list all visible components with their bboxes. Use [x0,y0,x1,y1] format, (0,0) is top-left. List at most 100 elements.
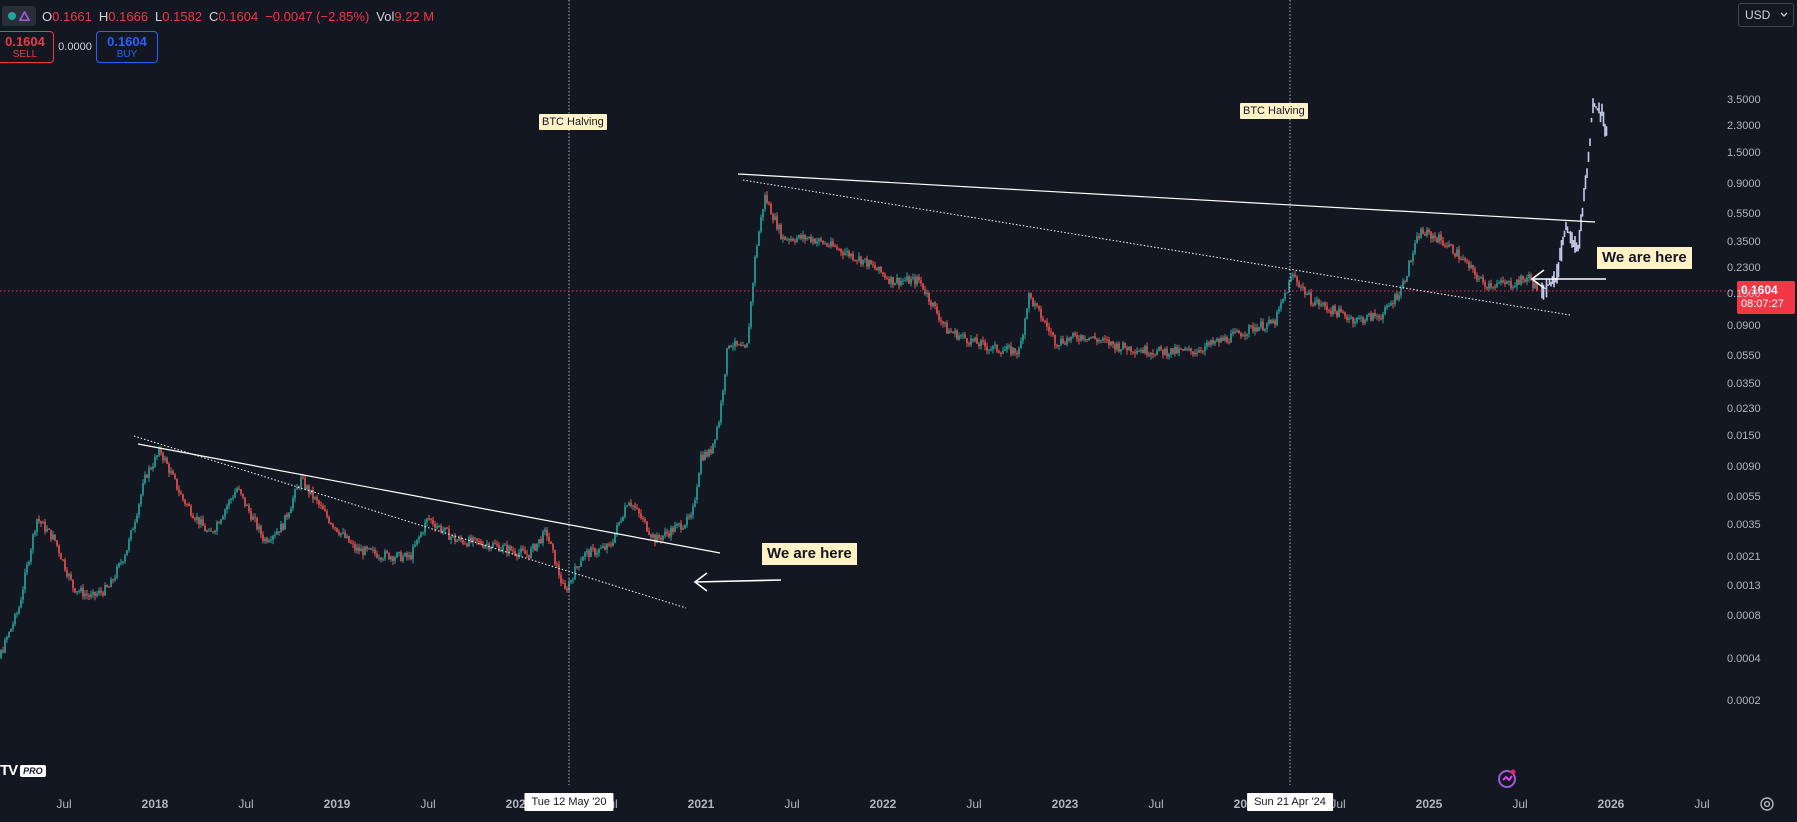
projection-candle [1598,102,1600,114]
tv-logo-text: TV [0,762,18,779]
projection-candle [1551,275,1554,285]
trendline-upper-2018 [137,443,721,554]
candle-down [1038,305,1040,309]
candle-up [20,599,22,608]
candle-down [1000,352,1002,354]
candle-up [80,587,82,592]
candle-up [992,345,994,350]
candle-down [432,519,434,525]
candle-up [422,532,424,534]
tv-brand-icon[interactable] [1492,765,1520,793]
price-tick-label: 0.0002 [1727,695,1761,708]
settings-gear-icon[interactable] [1758,795,1776,813]
candle-down [540,539,542,544]
candle-down [338,531,340,535]
candle-up [600,547,602,549]
candle-up [120,562,122,564]
candle-up [492,543,494,547]
candle-down [1504,282,1506,284]
candle-down [1474,268,1476,275]
candle-down [1484,281,1486,287]
candle-down [336,527,338,532]
candle-up [252,516,254,520]
time-tick-label: 2023 [1051,797,1079,811]
candle-up [200,519,202,525]
candle-up [32,534,34,550]
buy-button[interactable]: 0.1604 BUY [96,31,158,63]
candle-up [902,280,904,282]
price-tick-label: 0.1500 [1727,288,1761,301]
last-price-value: 0.1604 [1741,283,1778,297]
candle-up [1376,315,1378,317]
candle-up [1534,283,1536,288]
candle-up [696,487,698,500]
candle-up [1470,265,1472,268]
tradingview-logo[interactable]: TV PRO [0,762,46,779]
candle-down [772,214,774,221]
projection-candle [1575,242,1578,252]
candle-up [1520,275,1522,285]
candle-down [320,504,322,506]
candle-up [1412,253,1414,262]
candle-down [256,518,258,530]
candle-up [1308,292,1310,295]
candle-down [182,494,184,500]
candle-down [1052,332,1054,336]
candle-up [1268,319,1270,324]
candle-down [1466,260,1468,262]
sell-button[interactable]: 0.1604 SELL [0,31,54,63]
candle-down [1490,283,1492,288]
candle-down [1106,339,1108,341]
tradingview-logo-icon [19,10,30,21]
candle-up [760,217,762,232]
symbol-button[interactable] [2,6,36,26]
candle-up [404,553,406,557]
candle-up [1394,294,1396,305]
candle-up [798,235,800,238]
candle-down [588,550,590,557]
candle-up [52,534,54,540]
candle-down [186,504,188,506]
candle-down [348,536,350,543]
candle-up [1230,333,1232,343]
candle-up [1214,341,1216,344]
candle-up [10,628,12,632]
candle-up [862,259,864,265]
candle-down [640,513,642,519]
candle-up [1072,333,1074,337]
candle-up [732,346,734,348]
halving-label-2024: BTC Halving [1240,103,1308,119]
candle-down [1256,327,1258,332]
candle-down [550,541,552,544]
candle-up [456,540,458,542]
candle-down [100,590,102,593]
candle-down [1274,320,1276,326]
currency-select[interactable]: USD [1738,3,1794,27]
candle-down [478,540,480,542]
price-tick-label: 0.9000 [1727,177,1761,190]
candle-up [1372,312,1374,321]
candle-down [888,278,890,284]
candle-up [1102,338,1104,341]
candle-down [1142,350,1144,354]
candle-down [1146,346,1148,355]
candle-up [622,517,624,521]
candle-up [1264,328,1266,331]
candle-up [1300,286,1302,288]
projection-candle [1586,168,1588,178]
candle-down [852,253,854,260]
candle-up [280,523,282,533]
candle-up [26,564,28,573]
price-tick-label: 0.0350 [1727,377,1761,390]
candle-down [1192,351,1194,355]
candle-down [466,543,468,547]
candle-down [986,346,988,351]
candle-down [260,526,262,535]
candle-up [1414,243,1416,254]
candle-up [896,277,898,284]
candle-down [1030,293,1032,298]
candle-up [1254,327,1256,332]
candle-up [128,539,130,551]
candle-up [916,277,918,285]
